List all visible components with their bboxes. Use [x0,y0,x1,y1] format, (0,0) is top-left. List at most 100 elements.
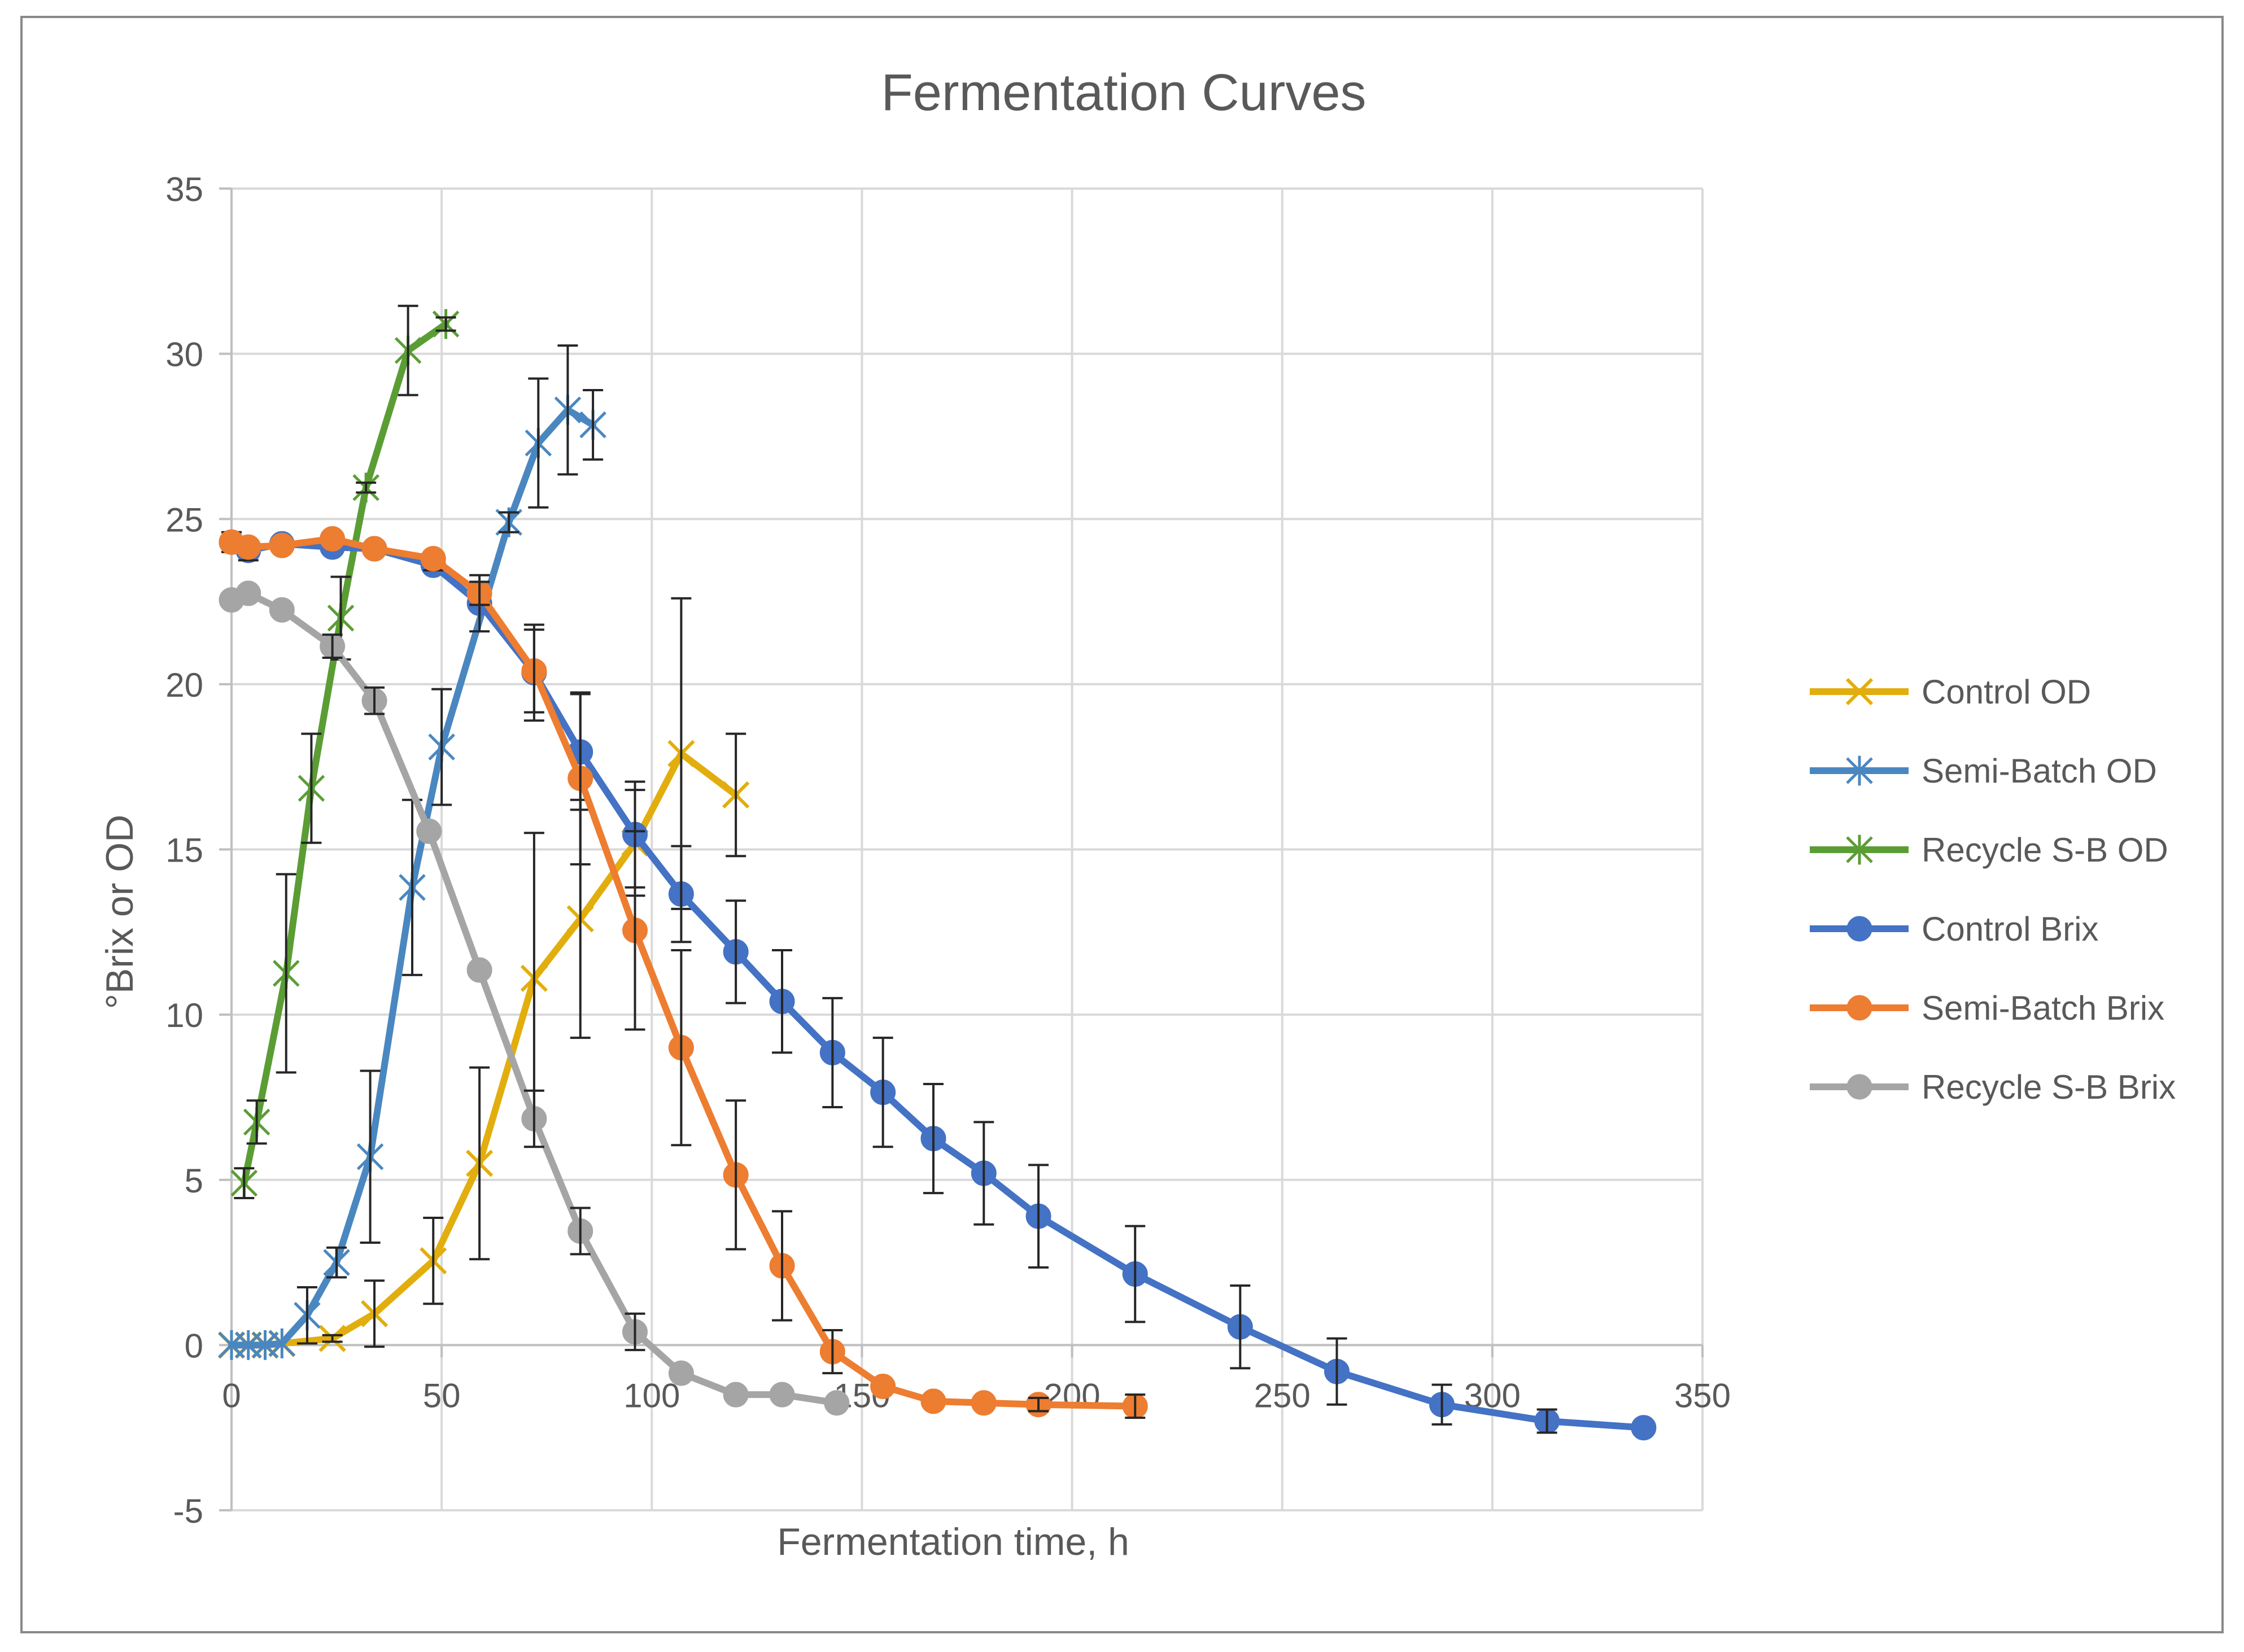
y-tick-label: 25 [165,501,203,539]
x-tick-label: 100 [623,1376,680,1414]
data-point [920,1388,946,1414]
data-point [769,1382,795,1408]
data-point [1631,1415,1657,1441]
error-bar [671,845,692,943]
error-bar [570,691,591,866]
y-tick-label: 20 [165,666,203,704]
error-bar [726,732,746,858]
axes [219,187,1704,1511]
legend-item[interactable]: Semi-Batch OD [1810,752,2157,790]
error-bar [301,732,322,844]
data-point [361,536,387,562]
y-tick-label: 15 [165,832,203,869]
data-point [268,1328,296,1358]
legend-swatch-marker [1846,1074,1872,1100]
series-line [228,539,1647,1431]
x-tick-label: 0 [222,1376,241,1414]
error-bar [772,949,793,1054]
data-point [269,597,295,623]
series-line [241,320,449,1187]
chart-title: Fermentation Curves [881,64,1367,121]
error-bar [364,1279,385,1348]
error-bar [499,511,519,534]
error-bar [435,316,456,332]
error-bar [423,1217,444,1305]
error-bar [671,949,692,1147]
error-bar [772,1210,793,1322]
error-bar [296,1286,317,1345]
legend-swatch-marker [1845,678,1874,706]
error-bar [872,1037,893,1148]
legend-item[interactable]: Semi-Batch Brix [1810,989,2164,1027]
error-bar [431,688,452,806]
error-bar [523,628,544,714]
error-bar [822,997,843,1108]
legend-item[interactable]: Recycle S-B Brix [1810,1068,2176,1106]
data-point [466,957,492,983]
error-bar [364,686,385,715]
x-tick-label: 50 [423,1376,461,1414]
error-bar [523,832,544,1125]
x-axis-title: Fermentation time, h [777,1520,1129,1563]
error-bar [1125,1393,1146,1419]
x-tick-label: 250 [1254,1376,1311,1414]
error-bar [246,1099,267,1145]
gridlines [230,187,1704,1511]
y-tick-label: 5 [185,1162,203,1200]
y-tick-label: 30 [165,336,203,374]
data-point [971,1390,997,1416]
error-bar [1028,1397,1049,1413]
error-bar [322,633,343,659]
data-point [416,818,442,844]
error-bar [583,389,604,461]
series-semi-batch-brix [219,526,1148,1419]
data-point [870,1374,896,1400]
legend-label: Control OD [1922,673,2091,711]
error-bar [1536,1408,1557,1434]
data-point [235,534,261,560]
error-bar [726,1099,746,1251]
error-bar [469,580,490,606]
error-bar [923,1083,944,1195]
error-bar [326,1246,347,1279]
error-bar [1326,1337,1347,1406]
legend-label: Recycle S-B OD [1922,831,2168,869]
error-bar [625,1312,645,1352]
series-recycle-s-b-brix [219,580,850,1416]
series-recycle-s-b-od [230,304,460,1199]
y-tick-label: 10 [165,997,203,1034]
series-semi-batch-od [218,344,606,1360]
legend-item[interactable]: Control OD [1810,673,2091,711]
plot-area [217,304,1657,1441]
marker-stroke [1845,678,1874,706]
error-bar [726,899,746,1004]
legend-item[interactable]: Recycle S-B OD [1810,831,2168,869]
y-tick-label: -5 [173,1492,203,1530]
data-point [269,532,295,558]
error-bar [1028,1164,1049,1269]
data-point [723,1382,749,1408]
y-tick-label: 35 [165,171,203,208]
y-tick-label: 0 [185,1327,203,1365]
error-bar [1431,1383,1452,1426]
error-bar [469,1066,490,1261]
legend-swatch-marker [1846,834,1873,865]
series-line [228,535,1139,1410]
error-bar [557,344,578,476]
error-bar [398,304,418,396]
chart-frame: Fermentation Curves -5 0 5 10 15 20 25 30 35 0 50 1… [20,16,2224,1633]
data-point [420,545,446,571]
legend[interactable]: Control OD Semi-Batch OD Recycle S-B OD Con… [1810,673,2176,1106]
error-bar [528,377,549,509]
error-bar [322,1334,343,1343]
error-bar [1230,1284,1251,1370]
legend-item[interactable]: Control Brix [1810,910,2098,948]
data-point [235,580,261,606]
error-bar [822,1329,843,1375]
legend-swatch-marker [1846,995,1872,1021]
x-tick-label: 350 [1674,1376,1731,1414]
legend-label: Control Brix [1922,910,2098,948]
legend-label: Semi-Batch OD [1922,752,2157,790]
